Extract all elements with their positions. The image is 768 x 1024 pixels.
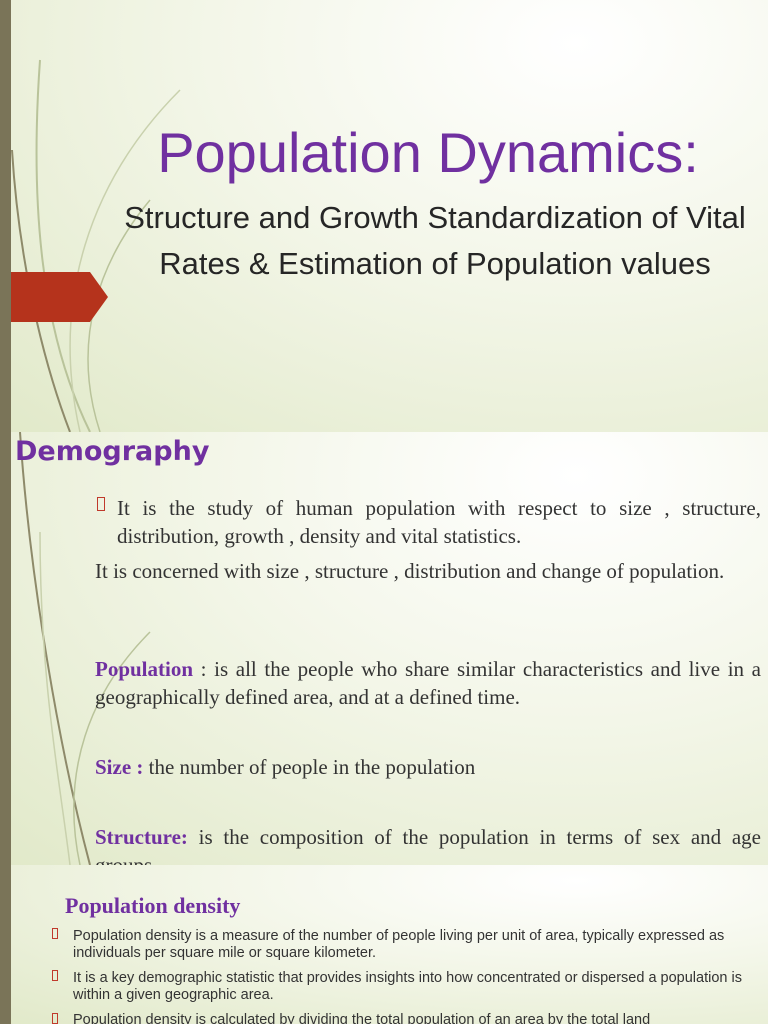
definition: Structure: is the composition of the pop… bbox=[95, 823, 761, 865]
bullet-text: It is a key demographic statistic that p… bbox=[73, 970, 742, 1003]
term: Population bbox=[95, 657, 194, 681]
paragraph: It is concerned with size , structure , … bbox=[95, 559, 725, 583]
definition-text: the number of people in the population bbox=[143, 755, 476, 779]
bullet bbox=[52, 928, 58, 939]
definition: Size : the number of people in the popul… bbox=[95, 753, 761, 781]
bullet-text: It is the study of human population with… bbox=[117, 496, 761, 548]
definition: Population : is all the people who share… bbox=[95, 655, 761, 711]
term: Structure: bbox=[95, 825, 188, 849]
definition-text: : is all the people who share similar ch… bbox=[95, 657, 761, 709]
bullet-text: Population density is a measure of the n… bbox=[73, 928, 725, 961]
title: Population Dynamics: bbox=[157, 121, 699, 184]
heading: Population density bbox=[65, 893, 241, 918]
slide-1: Population Dynamics: Structure and Growt… bbox=[0, 0, 768, 432]
decoration bbox=[0, 59, 181, 432]
slide-2 bbox=[0, 432, 768, 865]
term: Size : bbox=[95, 755, 144, 779]
bullet bbox=[52, 1013, 58, 1024]
heading: Demography bbox=[15, 436, 210, 467]
bullet-text: Population density is calculated by divi… bbox=[73, 1012, 651, 1024]
definition-text: is the composition of the population in … bbox=[95, 825, 761, 865]
slide-3 bbox=[0, 865, 768, 1024]
bullet bbox=[52, 970, 58, 981]
bullet bbox=[97, 497, 105, 511]
decoration bbox=[19, 432, 151, 865]
subtitle: Structure and Growth Standardization of … bbox=[124, 200, 746, 281]
